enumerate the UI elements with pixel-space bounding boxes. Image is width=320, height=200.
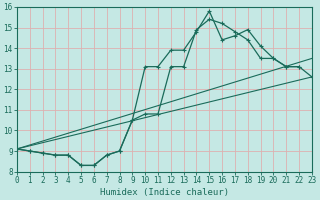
X-axis label: Humidex (Indice chaleur): Humidex (Indice chaleur) <box>100 188 229 197</box>
